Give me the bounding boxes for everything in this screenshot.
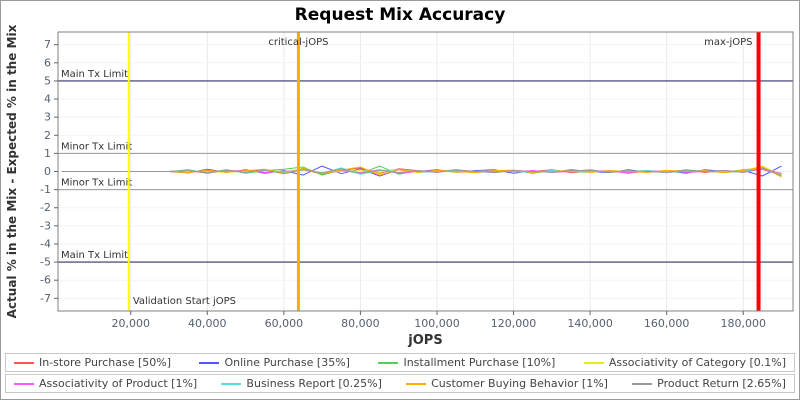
- y-tick-label: -1: [40, 183, 51, 196]
- legend-label: Business Report [0.25%]: [246, 377, 382, 390]
- x-tick-label: 40,000: [188, 317, 227, 330]
- legend-item: In-store Purchase [50%]: [14, 356, 171, 369]
- legend-label: Associativity of Category [0.1%]: [608, 356, 786, 369]
- tx-limit-label: Minor Tx Limit: [61, 141, 132, 152]
- legend-swatch: [378, 361, 399, 364]
- legend-label: Associativity of Product [1%]: [39, 377, 198, 390]
- x-tick-label: 60,000: [265, 317, 304, 330]
- legend-label: Product Return [2.65%]: [657, 377, 786, 390]
- y-tick-label: -6: [40, 274, 51, 287]
- tx-limit-label: Minor Tx Limit: [61, 178, 132, 189]
- legend-row-2: Associativity of Product [1%] Business Re…: [5, 374, 795, 393]
- legend-item: Associativity of Category [0.1%]: [583, 356, 786, 369]
- y-tick-label: -3: [40, 219, 51, 232]
- y-tick-label: 0: [44, 165, 51, 178]
- x-tick-label: 160,000: [644, 317, 690, 330]
- x-tick-label: 140,000: [567, 317, 613, 330]
- y-tick-label: 3: [44, 111, 51, 124]
- x-tick-label: 20,000: [111, 317, 150, 330]
- legend-item: Associativity of Product [1%]: [14, 377, 197, 390]
- legend-swatch: [199, 361, 220, 364]
- max-jops-label: max-jOPS: [704, 37, 752, 48]
- x-tick-label: 180,000: [720, 317, 766, 330]
- x-tick-label: 100,000: [414, 317, 460, 330]
- critical-jops-label: critical-jOPS: [268, 37, 328, 48]
- tx-limit-label: Main Tx Limit: [61, 69, 128, 80]
- legend-item: Customer Buying Behavior [1%]: [406, 377, 608, 390]
- chart-plot-svg: Main Tx Limit Minor Tx Limit Minor Tx Limi…: [5, 24, 794, 348]
- legend-swatch: [14, 361, 34, 364]
- legend-item: Installment Purchase [10%]: [378, 356, 555, 369]
- x-axis-title: jOPS: [407, 333, 442, 348]
- chart-title: Request Mix Accuracy: [294, 5, 506, 25]
- y-tick-label: 7: [44, 38, 51, 51]
- y-axis-title: Actual % in the Mix - Expected % in the …: [5, 24, 19, 318]
- y-tick-label: -2: [40, 201, 51, 214]
- legend-label: In-store Purchase [50%]: [39, 356, 171, 369]
- legend-swatch: [406, 382, 427, 385]
- legend-swatch: [14, 382, 34, 385]
- y-tick-label: 5: [44, 74, 51, 87]
- series-line: [61, 167, 782, 176]
- x-tick-label: 120,000: [491, 317, 537, 330]
- x-tick-label: 80,000: [341, 317, 380, 330]
- legend-label: Online Purchase [35%]: [224, 356, 350, 369]
- legend-label: Installment Purchase [10%]: [403, 356, 556, 369]
- tx-limit-label: Main Tx Limit: [61, 250, 128, 261]
- legend-label: Customer Buying Behavior [1%]: [431, 377, 608, 390]
- y-tick-label: -5: [40, 256, 51, 269]
- legend-row-1: In-store Purchase [50%] Online Purchase […: [5, 353, 795, 372]
- legend-swatch: [632, 382, 653, 385]
- legend-swatch: [583, 361, 604, 364]
- y-tick-label: 2: [44, 129, 51, 142]
- legend-swatch: [221, 382, 242, 385]
- legend-item: Product Return [2.65%]: [632, 377, 786, 390]
- validation-start-jops-label: Validation Start jOPS: [133, 296, 236, 307]
- legend-item: Online Purchase [35%]: [199, 356, 350, 369]
- y-tick-label: -7: [40, 292, 51, 305]
- series-line: [61, 166, 782, 178]
- y-tick-label: -4: [40, 237, 51, 250]
- legend-item: Business Report [0.25%]: [221, 377, 382, 390]
- y-tick-label: 4: [44, 93, 51, 106]
- y-tick-label: 6: [44, 56, 51, 69]
- y-tick-label: 1: [44, 147, 51, 160]
